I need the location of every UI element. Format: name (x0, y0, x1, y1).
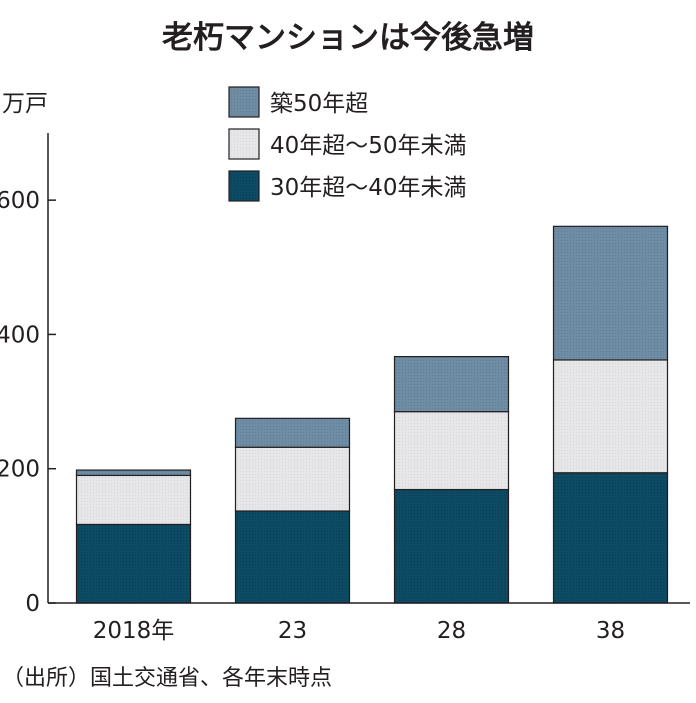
x-tick-label: 38 (596, 618, 625, 644)
bar-segment-3 (552, 225, 669, 361)
legend-label: 40年超〜50年未満 (270, 133, 467, 159)
bar-segment-2 (552, 359, 669, 474)
y-tick-label: 0 (25, 591, 40, 617)
y-axis: 0 200 400 600 (0, 133, 56, 617)
legend-swatch (228, 170, 260, 202)
legend-label: 30年超〜40年未満 (270, 175, 467, 201)
x-tick-label: 23 (278, 618, 307, 644)
legend: 築50年超 40年超〜50年未満 30年超〜40年未満 (228, 86, 467, 202)
y-tick-label: 600 (0, 188, 40, 214)
bar-segment-1 (234, 510, 351, 604)
bar-segment-1 (75, 523, 192, 604)
x-tick-label: 2018年 (93, 618, 175, 644)
legend-swatch (228, 128, 260, 160)
x-axis: 2018年 23 28 38 (48, 602, 690, 644)
bar-segment-1 (552, 472, 669, 604)
bar-segment-2 (393, 411, 510, 491)
legend-label: 築50年超 (270, 91, 368, 117)
source-note: （出所）国土交通省、各年末時点 (2, 666, 332, 691)
y-tick-label: 400 (0, 322, 40, 348)
bar-segment-3 (234, 417, 351, 448)
chart-title: 老朽マンションは今後急増 (162, 20, 534, 56)
legend-swatch (228, 86, 260, 118)
y-tick-label: 200 (0, 457, 40, 483)
bar-segment-3 (393, 355, 510, 413)
bar-segment-1 (393, 488, 510, 604)
bar-segment-3 (75, 469, 192, 477)
y-axis-unit: 万戸 (2, 91, 48, 117)
x-tick-label: 28 (437, 618, 466, 644)
bar-segment-2 (234, 446, 351, 512)
bars (75, 225, 669, 604)
bar-segment-2 (75, 474, 192, 526)
